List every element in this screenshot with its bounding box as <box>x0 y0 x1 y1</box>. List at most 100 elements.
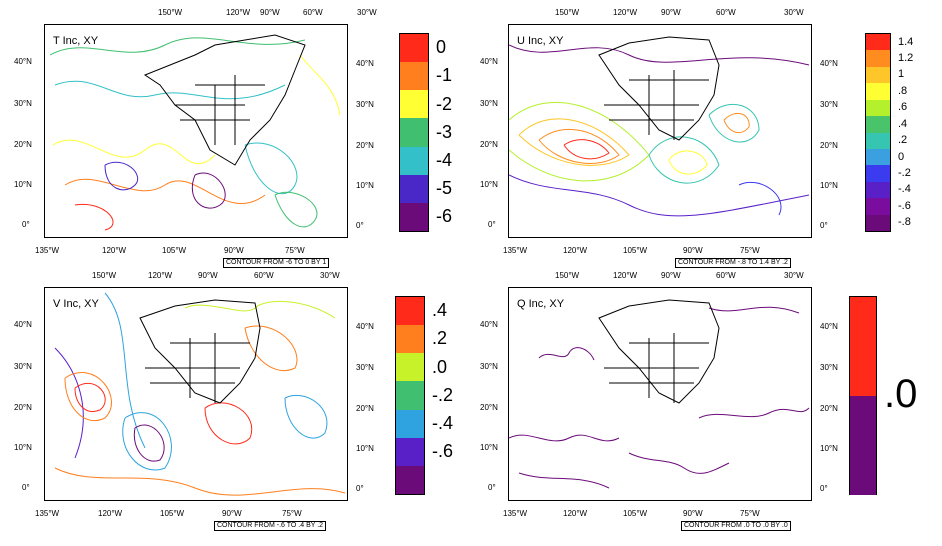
colorbar-segment <box>400 34 428 63</box>
colorbar-label: -.6 <box>898 199 911 212</box>
colorbar-segment <box>866 34 890 51</box>
top-tick: 30°W <box>784 271 804 280</box>
v-panel-title: V Inc, XY <box>51 298 101 310</box>
lat-tick: 0° <box>356 484 364 493</box>
v-colorbar: .4 .2 .0 -.2 -.4 -.6 <box>395 296 453 495</box>
colorbar-label: .8 <box>898 84 908 97</box>
colorbar-label: -.2 <box>432 384 454 405</box>
colorbar-label: -3 <box>436 121 453 142</box>
t-map-frame: T Inc, XY <box>44 24 348 238</box>
colorbar-segment <box>400 90 428 119</box>
colorbar-label: -2 <box>436 93 453 114</box>
top-tick: 60°W <box>716 271 736 280</box>
bottom-tick: 90°W <box>224 246 244 255</box>
lat-tick: 10°N <box>14 180 32 189</box>
v-map-frame: V Inc, XY <box>44 287 348 501</box>
bottom-tick: 90°W <box>683 509 703 518</box>
u-panel-title: U Inc, XY <box>515 35 566 47</box>
lat-tick: 10°N <box>820 181 838 190</box>
colorbar-label: -5 <box>436 177 453 198</box>
t-contour-note: CONTOUR FROM -6 TO 0 BY 1 <box>223 258 330 268</box>
lat-tick: 10°N <box>480 443 498 452</box>
u-colorbar: 1.4 1.2 1 .8 .6 .4 .2 0 -.2 -.4 -.6 -.8 <box>865 33 913 232</box>
colorbar-label: .0 <box>884 371 918 416</box>
bottom-tick: 135°W <box>503 509 528 518</box>
colorbar-label: .2 <box>432 328 448 349</box>
lat-tick: 30°N <box>356 363 374 372</box>
lat-tick: 20°N <box>356 141 374 150</box>
colorbar-segment <box>866 214 890 232</box>
top-tick: 60°W <box>254 271 274 280</box>
top-tick: 60°W <box>716 8 736 17</box>
u-contour-note: CONTOUR FROM -.8 TO 1.4 BY .2 <box>675 258 791 268</box>
colorbar-label: -1 <box>436 65 453 86</box>
lat-tick: 40°N <box>820 322 838 331</box>
lat-tick: 30°N <box>480 362 498 371</box>
colorbar-label: -.4 <box>898 183 911 196</box>
top-tick: 30°W <box>784 8 804 17</box>
t-contour-map <box>49 34 341 231</box>
q-contour-note: CONTOUR FROM .0 TO .0 BY .0 <box>681 521 791 531</box>
top-tick: 90°W <box>260 8 280 17</box>
colorbar-segment <box>396 353 424 382</box>
lat-tick: 20°N <box>480 403 498 412</box>
top-tick: 150°W <box>555 8 580 17</box>
colorbar-segment <box>400 146 428 176</box>
t-colorbar: 0 -1 -2 -3 -4 -5 -6 <box>399 33 452 232</box>
colorbar-segment <box>400 62 428 91</box>
bottom-tick: 105°W <box>162 246 187 255</box>
top-tick: 120°W <box>148 271 173 280</box>
bottom-tick: 120°W <box>563 246 588 255</box>
bottom-tick: 105°W <box>623 509 648 518</box>
top-tick: 30°W <box>357 8 377 17</box>
lat-tick: 20°N <box>14 403 32 412</box>
bottom-tick: 135°W <box>35 246 60 255</box>
colorbar-segment <box>866 50 890 68</box>
lat-tick: 10°N <box>820 444 838 453</box>
lat-tick: 10°N <box>356 444 374 453</box>
bottom-tick: 120°W <box>563 509 588 518</box>
lat-tick: 20°N <box>480 140 498 149</box>
lat-tick: 20°N <box>356 404 374 413</box>
colorbar-segment <box>866 99 890 117</box>
top-tick: 90°W <box>661 271 681 280</box>
lat-tick: 20°N <box>820 404 838 413</box>
colorbar-segment <box>400 118 428 148</box>
lat-tick: 0° <box>356 221 364 230</box>
top-tick: 90°W <box>198 271 218 280</box>
v-contour-map <box>54 292 346 496</box>
bottom-tick: 75°W <box>740 246 760 255</box>
lat-tick: 30°N <box>820 363 838 372</box>
q-panel-title: Q Inc, XY <box>515 298 567 310</box>
lat-tick: 40°N <box>480 320 498 329</box>
q-colorbar: .0 <box>849 296 917 495</box>
lat-tick: 10°N <box>480 180 498 189</box>
bottom-tick: 120°W <box>102 246 127 255</box>
colorbar-segment <box>396 409 424 439</box>
colorbar-segment <box>400 202 428 232</box>
lat-tick: 20°N <box>820 141 838 150</box>
colorbar-label: 0 <box>436 37 447 58</box>
lat-tick: 10°N <box>356 181 374 190</box>
colorbar-segment <box>866 165 890 183</box>
lat-tick: 10°N <box>14 443 32 452</box>
colorbar-label: 0 <box>898 150 905 163</box>
colorbar-segment <box>396 381 424 411</box>
colorbar-label: -.4 <box>432 412 454 433</box>
colorbar-segment <box>866 83 890 101</box>
colorbar-label: -4 <box>436 149 453 170</box>
q-map-frame: Q Inc, XY <box>508 287 812 501</box>
top-tick: 90°W <box>661 8 681 17</box>
colorbar-segment <box>396 465 424 495</box>
lat-tick: 40°N <box>356 322 374 331</box>
lat-tick: 30°N <box>14 99 32 108</box>
lat-tick: 0° <box>488 220 496 229</box>
lat-tick: 40°N <box>480 57 498 66</box>
lat-tick: 0° <box>820 221 828 230</box>
colorbar-label: 1.2 <box>898 52 914 65</box>
top-tick: 150°W <box>555 271 580 280</box>
bottom-tick: 90°W <box>222 509 242 518</box>
lat-tick: 40°N <box>14 320 32 329</box>
lat-tick: 40°N <box>820 59 838 68</box>
colorbar-label: -.2 <box>898 166 911 179</box>
